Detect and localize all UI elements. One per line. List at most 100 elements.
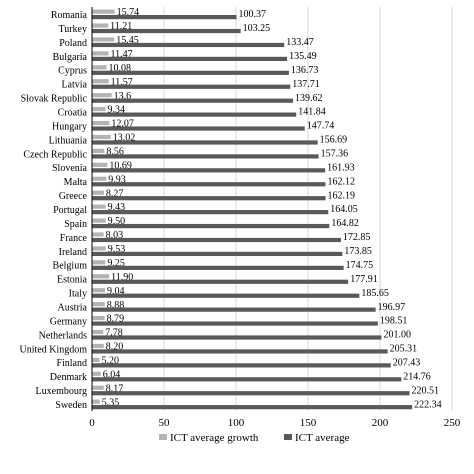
category-label: Denmark — [50, 372, 87, 383]
data-label-growth: 10.69 — [109, 160, 132, 171]
category-label: Turkey — [58, 24, 87, 35]
bar-ict-average-growth — [92, 204, 106, 209]
data-label-average: 162.19 — [328, 190, 356, 201]
data-label-average: 135.49 — [289, 51, 317, 62]
category-label: Croatia — [58, 107, 88, 118]
bar-ict-average-growth — [92, 190, 104, 195]
category-label: Netherlands — [39, 330, 87, 341]
bar-ict-average-growth — [92, 65, 107, 70]
category-label: Latvia — [61, 80, 87, 91]
data-label-average: 137.71 — [292, 79, 320, 90]
bar-ict-average-growth — [92, 371, 101, 376]
data-label-growth: 12.07 — [111, 119, 134, 130]
category-label: Lithuania — [49, 135, 88, 146]
bar-ict-average-growth — [92, 148, 105, 154]
bar-ict-average — [92, 321, 378, 326]
bar-ict-average — [92, 405, 413, 410]
category-label: Greece — [59, 191, 88, 202]
bar-ict-average — [92, 126, 305, 131]
data-label-growth: 8.17 — [106, 383, 124, 394]
category-label: Slovak Republic — [21, 94, 88, 105]
bar-ict-average-growth — [92, 232, 104, 237]
bar-ict-average — [92, 307, 376, 312]
x-tick-labels: 0 50 100 150 200 250 — [89, 417, 461, 429]
bar-ict-average — [92, 196, 326, 201]
category-label: Slovenia — [52, 163, 88, 174]
x-tick-label: 0 — [89, 417, 95, 429]
bar-ict-average-growth — [92, 246, 106, 251]
category-label: Poland — [59, 38, 87, 49]
x-tick-label: 50 — [159, 417, 171, 429]
data-label-average: 222.34 — [414, 399, 442, 410]
x-tick-label: 200 — [372, 417, 389, 429]
category-label: United Kingdom — [20, 344, 88, 355]
bar-ict-average-growth — [92, 37, 115, 42]
bar-ict-average-growth — [92, 23, 109, 28]
data-label-growth: 9.93 — [108, 174, 126, 185]
data-label-growth: 11.57 — [111, 77, 133, 88]
data-label-growth: 8.20 — [106, 342, 124, 353]
bar-ict-average-growth — [92, 51, 109, 56]
x-tick-label: 250 — [444, 417, 461, 429]
data-label-growth: 11.21 — [110, 21, 132, 32]
bar-ict-average-growth — [92, 329, 104, 335]
bar-ict-average — [92, 223, 330, 229]
data-label-growth: 10.08 — [109, 63, 132, 74]
data-label-average: 162.12 — [327, 176, 355, 187]
data-label-average: 100.37 — [239, 9, 267, 20]
bar-ict-average-growth — [92, 302, 105, 307]
category-label: Romania — [51, 10, 88, 21]
data-label-average: 185.65 — [361, 288, 389, 299]
category-label: Germany — [50, 316, 87, 327]
bar-ict-average — [92, 154, 319, 159]
category-label: Spain — [64, 219, 87, 230]
data-label-average: 214.76 — [403, 371, 431, 382]
data-label-growth: 9.53 — [108, 244, 126, 255]
bar-ict-average-growth — [92, 9, 115, 14]
data-label-average: 172.85 — [343, 232, 371, 243]
data-label-growth: 11.90 — [111, 272, 133, 283]
bar-ict-average-growth — [92, 385, 104, 390]
data-label-average: 196.97 — [378, 302, 406, 313]
data-label-average: 157.36 — [321, 149, 349, 160]
data-label-growth: 15.74 — [117, 7, 140, 18]
category-label: Finland — [56, 358, 87, 369]
category-label: Austria — [58, 303, 88, 314]
bar-ict-average — [92, 251, 343, 257]
data-label-growth: 9.34 — [107, 105, 125, 116]
x-tick-label: 150 — [300, 417, 317, 429]
x-tick-label: 100 — [228, 417, 245, 429]
bar-ict-average — [92, 237, 341, 243]
category-label: Czech Republic — [23, 149, 87, 160]
bar-ict-average — [92, 28, 241, 34]
data-label-growth: 9.43 — [108, 202, 126, 213]
data-label-average: 103.25 — [243, 23, 271, 34]
bar-ict-average-growth — [92, 399, 100, 404]
data-label-growth: 8.03 — [106, 230, 124, 241]
bar-ict-average — [92, 363, 391, 368]
data-label-growth: 5.35 — [102, 397, 120, 408]
category-label: Ireland — [59, 247, 87, 258]
data-label-average: 139.62 — [295, 93, 323, 104]
category-label: Italy — [69, 289, 87, 300]
bar-ict-average-growth — [92, 93, 112, 98]
data-label-average: 164.82 — [331, 218, 359, 229]
category-label: Luxembourg — [36, 386, 87, 397]
data-label-average: 198.51 — [380, 316, 408, 327]
bar-ict-average — [92, 140, 318, 145]
bar-ict-average-growth — [92, 176, 107, 181]
bar-ict-average-growth — [92, 357, 100, 362]
legend-swatch-average — [284, 434, 292, 440]
category-label: France — [60, 233, 88, 244]
bar-ict-average — [92, 391, 410, 396]
bars: 15.74 100.37 11.21 103.25 15.45 133.47 11.47 13… — [92, 7, 442, 410]
bar-ict-average — [92, 112, 297, 117]
data-label-growth: 9.04 — [107, 286, 125, 297]
bar-ict-average — [92, 70, 289, 75]
category-label: Bulgaria — [53, 52, 88, 63]
category-label: Sweden — [55, 400, 87, 411]
data-label-average: 201.00 — [383, 330, 411, 341]
bar-ict-average-growth — [92, 260, 106, 265]
data-label-average: 177.91 — [350, 274, 378, 285]
